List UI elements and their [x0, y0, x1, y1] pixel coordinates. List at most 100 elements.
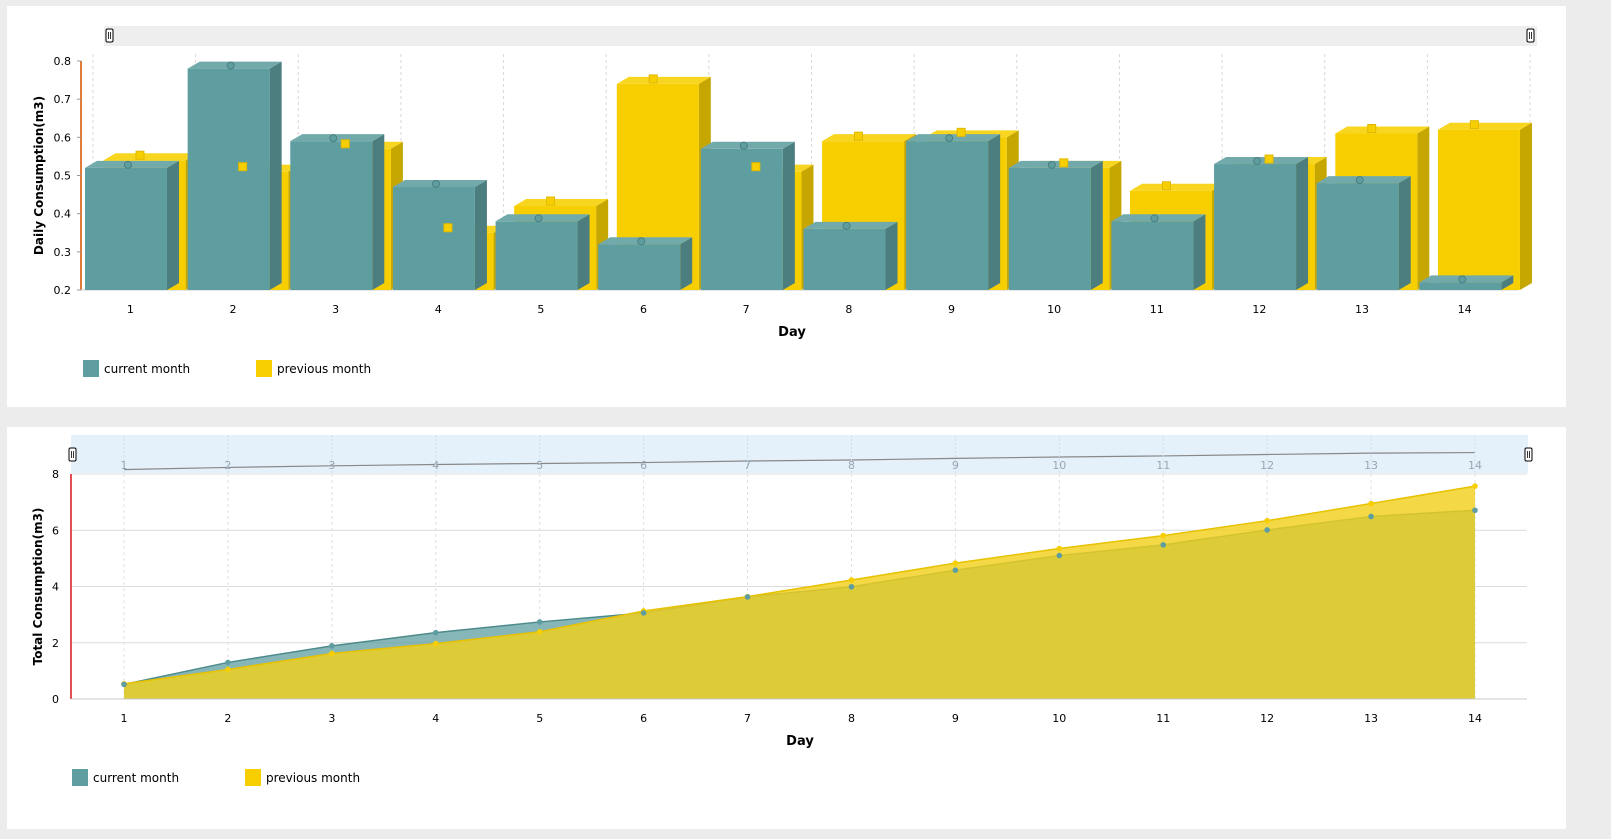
legend-swatch: [256, 360, 272, 377]
point-current-month[interactable]: [637, 237, 646, 246]
point-previous-month[interactable]: [443, 223, 453, 233]
point-previous-month[interactable]: [648, 74, 658, 84]
bar-current-month[interactable]: [187, 61, 282, 291]
point-current-month[interactable]: [226, 61, 235, 70]
point-current-month[interactable]: [432, 629, 439, 636]
bar-current-month[interactable]: [1008, 160, 1103, 290]
bar-current-month[interactable]: [906, 134, 1001, 290]
bar-top: [1214, 157, 1309, 165]
point-current-month[interactable]: [842, 221, 851, 230]
point-current-month[interactable]: [1264, 527, 1270, 533]
bar-current-month[interactable]: [290, 134, 385, 290]
bar-top: [616, 76, 711, 84]
bar-current-month[interactable]: [495, 214, 590, 290]
point-current-month[interactable]: [1368, 513, 1374, 520]
point-previous-month[interactable]: [546, 196, 556, 206]
point-previous-month[interactable]: [751, 162, 761, 172]
bar-current-month[interactable]: [1111, 214, 1206, 290]
x-tick-label: 7: [743, 303, 750, 316]
point-current-month[interactable]: [739, 141, 748, 150]
scrollbar-track[interactable]: [104, 26, 1537, 46]
scrollbar-right-handle[interactable]: [1526, 28, 1535, 43]
point-current-month[interactable]: [848, 583, 855, 590]
legend-item-previous-month[interactable]: previous month: [245, 769, 360, 786]
point-current-month[interactable]: [329, 643, 335, 649]
bar-top: [187, 61, 282, 69]
point-previous-month[interactable]: [1059, 158, 1069, 168]
point-previous-month[interactable]: [952, 560, 959, 566]
x-tick-label: 5: [537, 303, 544, 316]
point-current-month[interactable]: [952, 567, 959, 573]
point-current-month[interactable]: [1458, 275, 1467, 284]
point-previous-month[interactable]: [848, 577, 855, 583]
point-current-month[interactable]: [1160, 542, 1167, 548]
point-previous-month[interactable]: [340, 139, 350, 149]
point-previous-month[interactable]: [854, 131, 863, 141]
bar-current-month[interactable]: [392, 179, 487, 290]
point-current-month[interactable]: [121, 681, 127, 688]
point-current-month[interactable]: [536, 619, 543, 625]
legend-item-current-month[interactable]: current month: [72, 769, 179, 786]
scrollbar-right-handle[interactable]: [1524, 447, 1533, 462]
bar-current-month[interactable]: [803, 221, 898, 290]
bar-top: [392, 179, 487, 187]
point-current-month[interactable]: [744, 594, 751, 600]
point-current-month[interactable]: [1150, 214, 1159, 223]
point-previous-month[interactable]: [135, 150, 145, 160]
bar-current-month[interactable]: [598, 237, 693, 290]
point-previous-month[interactable]: [1264, 517, 1270, 524]
point-current-month[interactable]: [1047, 160, 1056, 169]
point-current-month[interactable]: [1253, 157, 1262, 166]
point-previous-month[interactable]: [1264, 154, 1274, 164]
point-previous-month[interactable]: [536, 628, 543, 635]
bar-top: [290, 134, 385, 142]
point-previous-month[interactable]: [1368, 500, 1374, 507]
point-previous-month[interactable]: [1160, 532, 1167, 539]
point-previous-month[interactable]: [329, 650, 335, 657]
bar-front: [495, 221, 578, 290]
point-current-month[interactable]: [1355, 176, 1364, 185]
legend-item-current-month[interactable]: current month: [83, 360, 190, 377]
handle-body[interactable]: [68, 447, 77, 462]
point-current-month[interactable]: [1056, 552, 1063, 559]
point-previous-month[interactable]: [225, 666, 231, 673]
bar-front: [1111, 221, 1194, 290]
bar-top: [85, 160, 179, 168]
point-previous-month[interactable]: [956, 127, 966, 137]
point-previous-month[interactable]: [1161, 181, 1171, 191]
point-current-month[interactable]: [640, 610, 647, 616]
point-current-month[interactable]: [329, 134, 338, 143]
point-previous-month[interactable]: [1472, 483, 1478, 489]
legend-item-previous-month[interactable]: previous month: [256, 360, 371, 377]
handle-body[interactable]: [1526, 28, 1535, 43]
bar-front: [598, 244, 681, 290]
handle-body[interactable]: [1524, 447, 1533, 462]
point-current-month[interactable]: [1472, 507, 1478, 514]
bar-previous-month[interactable]: [1437, 122, 1532, 290]
point-previous-month[interactable]: [432, 640, 439, 647]
point-previous-month[interactable]: [238, 162, 248, 172]
bar-side: [269, 61, 282, 291]
bar-current-month[interactable]: [1316, 176, 1411, 290]
y-axis-title: Daily Consumption(m3): [32, 96, 46, 255]
point-current-month[interactable]: [124, 160, 132, 169]
bar-top: [1419, 275, 1514, 283]
bar-current-month[interactable]: [700, 141, 795, 290]
handle-body[interactable]: [105, 28, 114, 43]
bar-top: [1130, 183, 1225, 191]
point-previous-month[interactable]: [1367, 124, 1377, 134]
bar-current-month[interactable]: [1419, 275, 1514, 290]
point-previous-month[interactable]: [1056, 545, 1063, 552]
point-current-month[interactable]: [945, 134, 954, 143]
scrollbar-left-handle[interactable]: [68, 447, 77, 462]
legend: current month previous month: [83, 360, 371, 377]
point-current-month[interactable]: [225, 659, 231, 666]
scrollbar-left-handle[interactable]: [105, 28, 114, 43]
point-current-month[interactable]: [431, 179, 440, 188]
bar-current-month[interactable]: [85, 160, 179, 290]
point-previous-month[interactable]: [1469, 120, 1479, 130]
y-tick-label: 0.8: [54, 55, 72, 68]
bar-top: [1111, 214, 1206, 222]
point-current-month[interactable]: [534, 214, 543, 223]
bar-current-month[interactable]: [1214, 157, 1309, 290]
